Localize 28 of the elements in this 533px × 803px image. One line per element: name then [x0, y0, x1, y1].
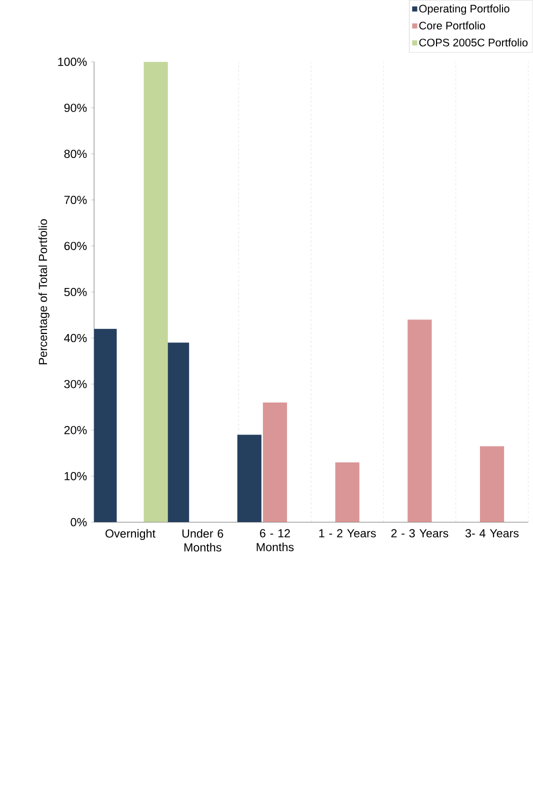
bar	[480, 446, 504, 522]
legend-label: COPS 2005C Portfolio	[419, 38, 528, 46]
x-tick-label: Under 6 Months	[182, 529, 224, 552]
y-tick-label: 20%	[64, 426, 87, 434]
y-tick-label: 60%	[64, 242, 87, 250]
y-tick-label: 10%	[64, 472, 87, 480]
y-tick-label: 30%	[64, 380, 87, 388]
bar	[238, 434, 262, 522]
legend-label: Core Portfolio	[419, 21, 486, 30]
x-tick-label: 6 - 12 Months	[257, 529, 294, 552]
x-tick-label: 1 - 2 Years	[319, 529, 376, 538]
bar	[144, 62, 168, 522]
y-tick-label: 0%	[70, 518, 87, 526]
bar	[94, 328, 117, 522]
y-tick-label: 100%	[58, 58, 87, 66]
x-tick-label: 2 - 3 Years	[392, 529, 448, 538]
legend-label: Operating Portfolio	[419, 4, 510, 15]
y-tick-label: 70%	[64, 196, 87, 204]
y-axis-title: Percentage of Total Portfolio	[38, 219, 50, 364]
bar	[408, 320, 432, 522]
x-tick-label: 3- 4 Years	[466, 529, 519, 538]
y-tick-label: 50%	[64, 288, 87, 296]
x-tick-label: Overnight	[106, 529, 156, 540]
bar	[335, 462, 360, 522]
y-tick-label: 90%	[64, 104, 87, 112]
y-tick-label: 40%	[64, 334, 87, 342]
bar	[263, 402, 288, 522]
y-tick-label: 80%	[64, 150, 87, 158]
